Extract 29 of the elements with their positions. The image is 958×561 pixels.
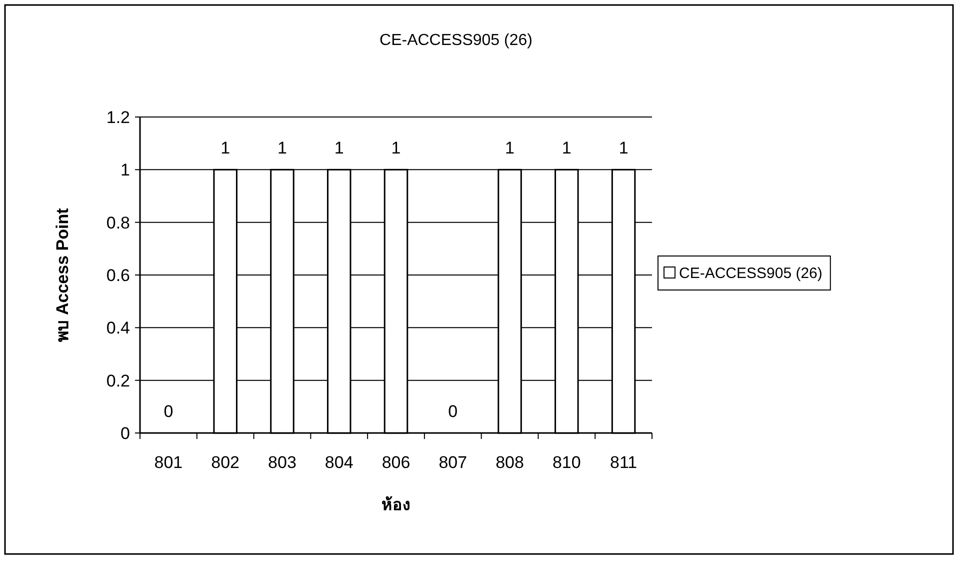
x-tick-label: 807 xyxy=(438,453,468,472)
y-tick-label: 0.8 xyxy=(106,213,130,232)
x-tick-label: 810 xyxy=(552,453,581,472)
data-label: 1 xyxy=(334,138,344,158)
legend-label: CE-ACCESS905 (26) xyxy=(679,265,822,282)
data-label: 0 xyxy=(448,402,458,421)
y-tick-label: 1.2 xyxy=(106,108,130,127)
x-tick-label: 806 xyxy=(382,453,410,472)
y-tick-label: 0.4 xyxy=(106,318,130,338)
y-tick-label: 0.6 xyxy=(106,266,130,285)
y-axis-title: พบ Access Point xyxy=(53,208,72,342)
data-label: 1 xyxy=(277,138,287,158)
data-label: 1 xyxy=(391,138,401,158)
data-label: 1 xyxy=(220,138,230,158)
x-tick-label: 803 xyxy=(268,453,296,472)
y-tick-label: 0.2 xyxy=(106,371,130,390)
x-tick-label: 801 xyxy=(154,453,183,472)
x-axis-title: ห้อง xyxy=(382,496,410,514)
data-label: 1 xyxy=(505,138,515,158)
y-tick-label: 0 xyxy=(120,424,130,443)
data-label: 1 xyxy=(562,138,572,158)
data-label: 1 xyxy=(618,138,628,158)
x-tick-label: 804 xyxy=(324,453,354,472)
data-label: 0 xyxy=(164,402,174,421)
x-tick-label: 802 xyxy=(211,453,240,472)
x-tick-label: 808 xyxy=(496,453,524,472)
chart-title: CE-ACCESS905 (26) xyxy=(380,32,532,49)
y-tick-label: 1 xyxy=(120,160,130,180)
x-tick-label: 811 xyxy=(610,453,638,472)
